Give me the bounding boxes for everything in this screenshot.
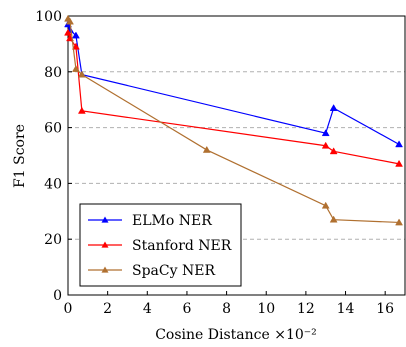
y-tick-label: 0 — [53, 288, 62, 304]
legend-item: Stanford NER — [88, 238, 232, 254]
axis-ticks: 0 20 40 60 80 100 0 2 4 6 8 10 12 14 16 — [35, 9, 394, 317]
data-point — [395, 140, 403, 148]
series-line — [67, 24, 400, 145]
y-tick-label: 20 — [44, 232, 62, 248]
data-point — [321, 201, 330, 209]
legend-item: ELMo NER — [88, 213, 212, 229]
x-tick-label: 12 — [297, 301, 315, 317]
series-spacy-ner — [64, 14, 403, 226]
x-tick-label: 0 — [64, 301, 73, 317]
y-tick-label: 80 — [44, 65, 62, 81]
data-point — [321, 141, 330, 149]
data-point — [202, 145, 211, 153]
y-tick-label: 60 — [44, 121, 62, 137]
legend-label: SpaCy NER — [132, 263, 215, 279]
legend-marker — [101, 266, 109, 273]
data-point — [395, 159, 403, 167]
data-point — [329, 215, 338, 223]
y-axis-label: F1 Score — [12, 124, 28, 188]
x-tick-label: 6 — [182, 301, 191, 317]
series-line — [67, 32, 400, 165]
data-point — [64, 28, 72, 36]
legend-marker — [101, 241, 109, 248]
data-point — [71, 42, 80, 50]
legend-label: ELMo NER — [132, 213, 212, 229]
x-tick-label: 16 — [376, 301, 394, 317]
x-tick-label: 2 — [103, 301, 112, 317]
data-point — [77, 70, 86, 78]
y-tick-label: 100 — [35, 9, 62, 25]
series-layer — [64, 14, 403, 226]
series-line — [67, 18, 400, 224]
legend-label: Stanford NER — [132, 238, 232, 254]
legend-marker — [101, 216, 109, 223]
x-tick-label: 4 — [143, 301, 152, 317]
data-point — [321, 129, 330, 137]
legend: ELMo NER Stanford NER SpaCy NER — [79, 203, 242, 287]
series-stanford-ner — [64, 28, 403, 167]
x-tick-label: 8 — [222, 301, 231, 317]
data-point — [329, 147, 338, 155]
data-point — [329, 104, 338, 111]
data-point — [77, 106, 86, 114]
data-point — [71, 31, 80, 39]
data-point — [71, 65, 80, 72]
x-tick-label: 10 — [257, 301, 275, 317]
y-tick-label: 40 — [44, 176, 62, 192]
x-tick-label: 14 — [337, 301, 355, 317]
plot-frame — [67, 15, 406, 296]
legend-item: SpaCy NER — [88, 263, 215, 279]
data-point — [66, 17, 74, 25]
data-point — [395, 218, 403, 226]
x-axis-label: Cosine Distance ×10⁻² — [155, 327, 317, 343]
